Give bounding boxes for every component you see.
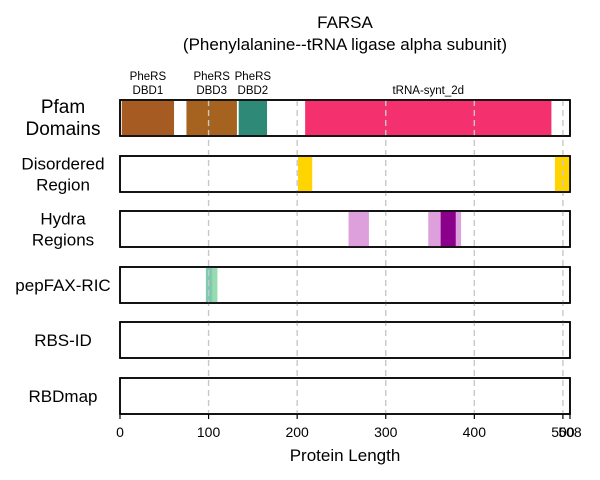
segment-pfam-3 (305, 100, 552, 136)
track-box-pepfax (119, 266, 571, 304)
track-disordered: Disordered Region (21, 155, 571, 195)
domain-label-2-0: PheRS (235, 71, 272, 83)
x-tick-label-0: 0 (116, 424, 124, 440)
segment-hydra-2 (440, 211, 456, 247)
row-label-pfam-1: Domains (26, 119, 101, 140)
x-tick-label-2: 200 (285, 424, 309, 440)
track-box-rbsid (119, 321, 571, 359)
row-label-disordered-1: Region (36, 176, 90, 195)
track-border-rbsid (119, 321, 571, 359)
row-label-rbsid-0: RBS-ID (34, 331, 92, 350)
segment-hydra-0 (348, 211, 369, 247)
track-pepfax: pepFAX-RIC (15, 266, 571, 304)
x-tick-label-3: 300 (374, 424, 398, 440)
chart-subtitle: (Phenylalanine--tRNA ligase alpha subuni… (183, 35, 507, 54)
x-tick-label-1: 100 (197, 424, 221, 440)
row-label-disordered-0: Disordered (21, 155, 104, 174)
x-tick-label-6: 508 (558, 424, 582, 440)
track-box-disordered (119, 155, 571, 193)
track-box-rbdmap (119, 377, 571, 415)
x-tick-label-4: 400 (463, 424, 487, 440)
row-label-pepfax-0: pepFAX-RIC (15, 276, 110, 295)
domain-label-0-1: DBD1 (133, 85, 164, 97)
track-rbdmap: RBDmap (29, 377, 571, 415)
domain-label-1-1: DBD3 (196, 85, 227, 97)
tracks: PheRS DBD1 PheRS DBD3 PheRS DBD2 tRNA-synt_2d P… (15, 71, 571, 415)
track-box-hydra (119, 210, 571, 248)
row-label-rbdmap-0: RBDmap (29, 387, 98, 406)
track-border-rbdmap (119, 377, 571, 415)
track-border-pfam (119, 99, 571, 137)
row-label-hydra-0: Hydra (40, 210, 86, 229)
segment-disordered-0 (298, 156, 313, 192)
domain-label-2-1: DBD2 (238, 85, 269, 97)
domain-label-1-0: PheRS (193, 71, 230, 83)
x-tick-label-5: 500 (551, 424, 575, 440)
x-axis-label: Protein Length (290, 446, 401, 465)
track-border-hydra (119, 210, 571, 248)
segment-pfam-1 (186, 100, 237, 136)
segment-pfam-2 (238, 100, 268, 136)
domain-label-0-0: PheRS (130, 71, 167, 83)
domain-label-3-0: tRNA-synt_2d (392, 85, 464, 97)
row-label-hydra-1: Regions (32, 231, 94, 250)
segment-pfam-0 (121, 100, 175, 136)
chart-title: FARSA (317, 13, 373, 32)
track-border-pepfax (119, 266, 571, 304)
track-hydra: Hydra Regions (32, 210, 571, 250)
track-rbsid: RBS-ID (34, 321, 571, 359)
track-border-disordered (119, 155, 571, 193)
track-pfam: PheRS DBD1 PheRS DBD3 PheRS DBD2 tRNA-synt_2d P… (26, 71, 571, 140)
row-label-pfam-0: Pfam (41, 97, 85, 118)
gridlines (119, 99, 571, 415)
